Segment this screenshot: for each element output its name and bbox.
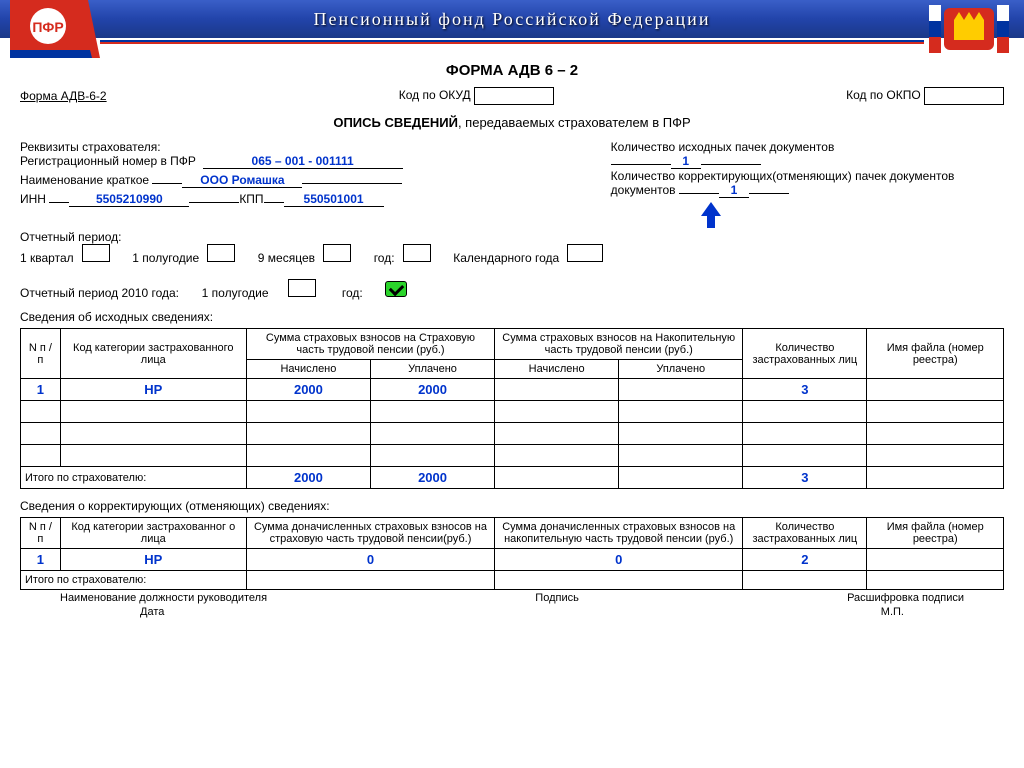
arrow-up-icon xyxy=(701,202,1004,228)
packs-details: Количество исходных пачек документов 1 К… xyxy=(611,140,1004,228)
period-h1-box[interactable] xyxy=(207,244,235,262)
t1-h-count: Количество застрахованных лиц xyxy=(743,329,867,379)
svg-text:ПФР: ПФР xyxy=(32,19,63,35)
header-codes-row: Форма АДВ-6-2 Код по ОКУД Код по ОКПО xyxy=(20,87,1004,105)
pfr-logo-icon: ПФР xyxy=(10,0,100,58)
period-heading: Отчетный период: xyxy=(20,230,1004,244)
period2010-h1-box[interactable] xyxy=(288,279,316,297)
inn-value: 5505210990 xyxy=(69,192,189,207)
period2010-h1-label: 1 полугодие xyxy=(202,286,269,300)
t1-h-paid2: Уплачено xyxy=(619,360,743,379)
document-subtitle: ОПИСЬ СВЕДЕНИЙ, передаваемых страховател… xyxy=(20,115,1004,130)
footer-mp: М.П. xyxy=(881,606,904,618)
okud-group: Код по ОКУД xyxy=(399,87,554,105)
insurer-details: Реквизиты страхователя: Регистрационный … xyxy=(20,140,571,228)
t2-h-count: Количество застрахованных лиц xyxy=(743,518,867,549)
period2010-label: Отчетный период 2010 года: xyxy=(20,286,179,300)
src-packs-label: Количество исходных пачек документов xyxy=(611,140,1004,154)
name-value: ООО Ромашка xyxy=(182,173,302,188)
period-m9-box[interactable] xyxy=(323,244,351,262)
footer-decrypt: Расшифровка подписи xyxy=(847,592,964,604)
period-m9-label: 9 месяцев xyxy=(258,251,315,265)
top-banner: Пенсионный фонд Российской Федерации ПФР xyxy=(0,0,1024,58)
kpp-value: 550501001 xyxy=(284,192,384,207)
insurer-heading: Реквизиты страхователя: xyxy=(20,140,571,154)
subtitle-rest: , передаваемых страхователем в ПФР xyxy=(458,115,691,130)
period-calyear-box[interactable] xyxy=(567,244,603,262)
period-year-label: год: xyxy=(374,251,395,265)
table-row xyxy=(21,401,1004,423)
t1-h-cat: Код категории застрахованного лица xyxy=(60,329,246,379)
t2-h-file: Имя файла (номер реестра) xyxy=(867,518,1004,549)
table-row: 1 НР 0 0 2 xyxy=(21,549,1004,571)
reg-label: Регистрационный номер в ПФР xyxy=(20,154,196,168)
inn-label: ИНН xyxy=(20,192,46,206)
footer-position: Наименование должности руководителя xyxy=(60,592,267,604)
flag-stripes xyxy=(100,38,924,44)
footer-sign: Подпись xyxy=(535,592,579,604)
okud-label: Код по ОКУД xyxy=(399,88,471,102)
period-2010-row: Отчетный период 2010 года: 1 полугодие г… xyxy=(20,279,1004,300)
reg-value: 065 – 001 - 001111 xyxy=(203,154,403,169)
t1-h-accrued2: Начислено xyxy=(495,360,619,379)
kpp-label: КПП xyxy=(239,192,263,206)
t2-h-ins: Сумма доначисленных страховых взносов на… xyxy=(246,518,494,549)
table-row: 1 НР 2000 2000 3 xyxy=(21,379,1004,401)
okpo-input[interactable] xyxy=(924,87,1004,105)
t1-h-file: Имя файла (номер реестра) xyxy=(867,329,1004,379)
t2-h-cat: Код категории застрахованног о лица xyxy=(60,518,246,549)
form-title: ФОРМА АДВ 6 – 2 xyxy=(0,62,1024,79)
footer-row-2: Дата М.П. xyxy=(20,606,1004,618)
checkmark-icon xyxy=(385,281,407,297)
period-year-box[interactable] xyxy=(403,244,431,262)
footer-date: Дата xyxy=(140,606,164,618)
footer-row-1: Наименование должности руководителя Подп… xyxy=(20,592,1004,604)
corr-packs-value: 1 xyxy=(719,183,749,198)
t1-h-accrued1: Начислено xyxy=(246,360,370,379)
src-packs-value: 1 xyxy=(671,154,701,169)
table-total-row: Итого по страхователю: 2000 2000 3 xyxy=(21,467,1004,489)
banner-stripe: Пенсионный фонд Российской Федерации xyxy=(0,0,1024,38)
t1-h-n: N п / п xyxy=(21,329,61,379)
corr-packs-label: Количество корректирующих(отменяющих) па… xyxy=(611,169,1004,183)
t1-h-paid1: Уплачено xyxy=(370,360,494,379)
period-row: 1 квартал 1 полугодие 9 месяцев год: Кал… xyxy=(20,244,1004,265)
okpo-label: Код по ОКПО xyxy=(846,88,921,102)
okud-input[interactable] xyxy=(474,87,554,105)
section2-label: Сведения о корректирующих (отменяющих) с… xyxy=(20,499,1004,513)
period-calyear-label: Календарного года xyxy=(453,251,559,265)
table-total-row: Итого по страхователю: xyxy=(21,571,1004,590)
t1-h-ins: Сумма страховых взносов на Страховую час… xyxy=(246,329,494,360)
section1-label: Сведения об исходных сведениях: xyxy=(20,310,1004,324)
okpo-group: Код по ОКПО xyxy=(846,87,1004,105)
table-row xyxy=(21,423,1004,445)
table-row xyxy=(21,445,1004,467)
emblem-icon xyxy=(924,0,1014,58)
period2010-year-label: год: xyxy=(342,286,363,300)
t2-h-acc: Сумма доначисленных страховых взносов на… xyxy=(495,518,743,549)
table-corrections: N п / п Код категории застрахованног о л… xyxy=(20,517,1004,590)
t2-h-n: N п / п xyxy=(21,518,61,549)
t1-h-acc: Сумма страховых взносов на Накопительную… xyxy=(495,329,743,360)
form-code-label: Форма АДВ-6-2 xyxy=(20,89,107,103)
period-q1-box[interactable] xyxy=(82,244,110,262)
name-label: Наименование краткое xyxy=(20,173,149,187)
table-source: N п / п Код категории застрахованного ли… xyxy=(20,328,1004,489)
period-h1-label: 1 полугодие xyxy=(132,251,199,265)
subtitle-bold: ОПИСЬ СВЕДЕНИЙ xyxy=(333,115,458,130)
banner-title: Пенсионный фонд Российской Федерации xyxy=(314,9,711,30)
period-q1-label: 1 квартал xyxy=(20,251,74,265)
